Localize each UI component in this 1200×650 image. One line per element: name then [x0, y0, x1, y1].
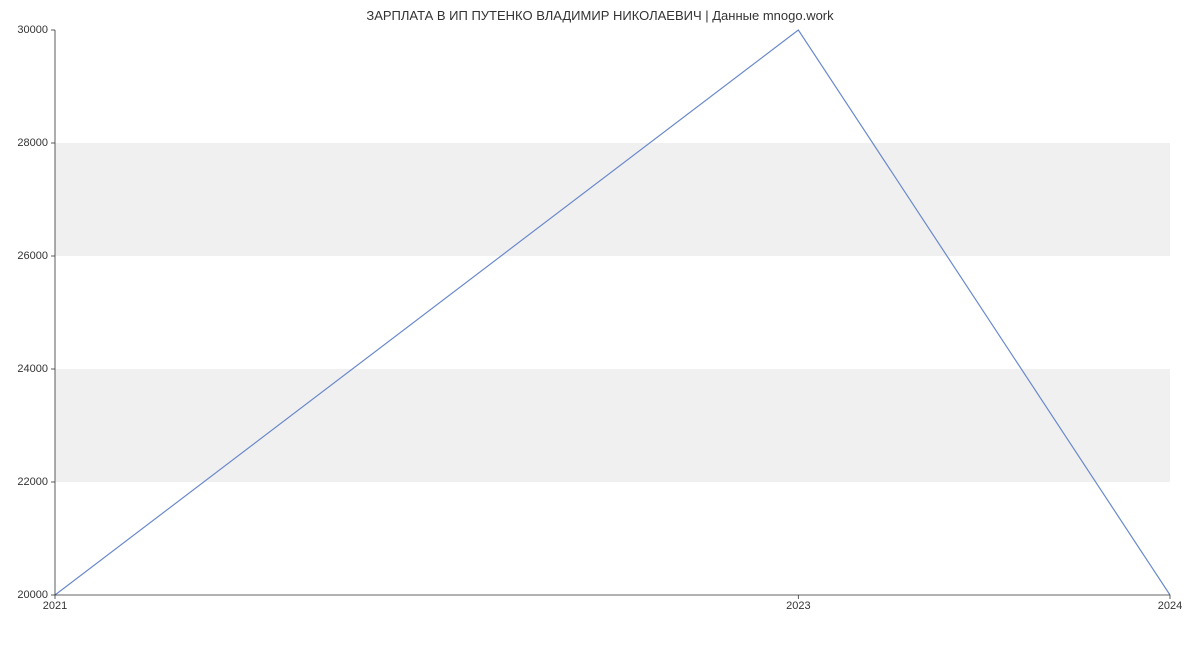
y-tick-label: 24000 — [17, 363, 48, 375]
x-tick-label: 2024 — [1158, 600, 1182, 612]
y-tick-label: 26000 — [17, 250, 48, 262]
x-tick-label: 2023 — [786, 600, 810, 612]
chart-title: ЗАРПЛАТА В ИП ПУТЕНКО ВЛАДИМИР НИКОЛАЕВИ… — [0, 8, 1200, 23]
y-tick-label: 28000 — [17, 137, 48, 149]
salary-chart: ЗАРПЛАТА В ИП ПУТЕНКО ВЛАДИМИР НИКОЛАЕВИ… — [0, 0, 1200, 650]
y-tick-label: 22000 — [17, 476, 48, 488]
y-tick-label: 30000 — [17, 24, 48, 36]
x-tick-label: 2021 — [43, 600, 67, 612]
plot-svg — [55, 30, 1170, 595]
